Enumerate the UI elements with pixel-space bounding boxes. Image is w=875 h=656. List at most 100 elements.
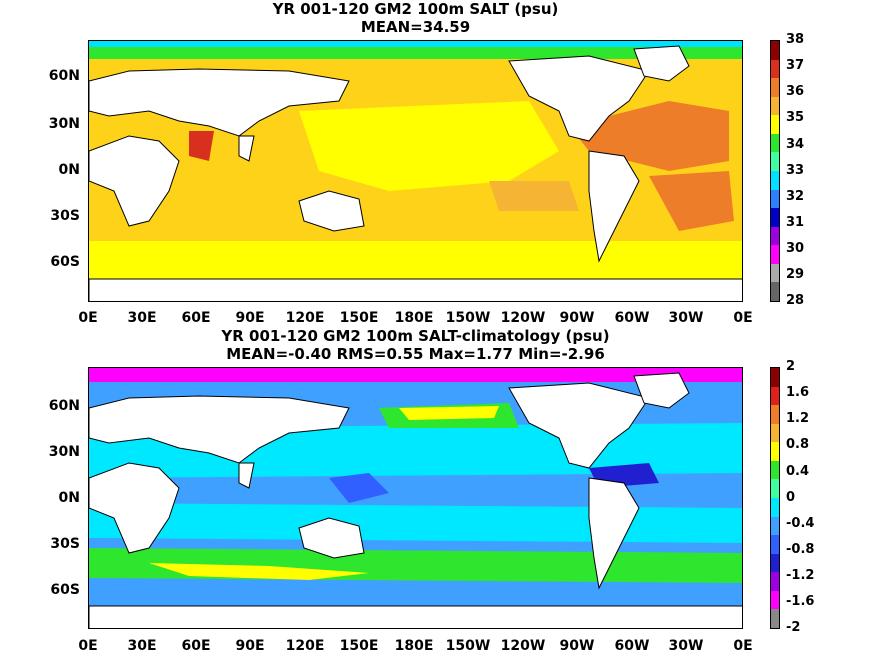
- panel1-colorbar-tick: 30: [786, 241, 805, 256]
- greenland: [633, 45, 690, 82]
- panel1-lat-label: 30S: [50, 208, 80, 224]
- colorbar-segment: [771, 368, 779, 387]
- arctic-band: [89, 368, 742, 382]
- panel2-colorbar-tick: 0: [786, 490, 796, 505]
- colorbar-segment: [771, 423, 779, 443]
- panel1-map: [88, 40, 743, 302]
- africa: [89, 135, 180, 227]
- colorbar-segment: [771, 590, 779, 610]
- panel1-lat-label: 60S: [50, 254, 80, 270]
- colorbar-segment: [771, 115, 779, 134]
- pacific-fresh: [299, 101, 559, 191]
- panel1-lon-label: 60W: [614, 310, 650, 326]
- panel1-colorbar-tick: 38: [786, 32, 805, 47]
- panel2-colorbar-tick: 0.8: [786, 437, 810, 452]
- colorbar-segment: [771, 245, 779, 264]
- panel1-lon-label: 90E: [235, 310, 265, 326]
- panel2-colorbar-tick: 1.6: [786, 385, 810, 400]
- panel2-lon-label: 0E: [78, 638, 98, 654]
- colorbar-segment: [771, 226, 779, 246]
- australia: [298, 517, 365, 559]
- panel1-lat-label: 30N: [48, 116, 80, 132]
- panel2-colorbar-tick: -0.8: [786, 542, 815, 557]
- southern-ocean-band: [89, 241, 742, 279]
- colorbar-segment: [771, 386, 779, 406]
- colorbar-segment: [771, 41, 779, 60]
- north-america: [508, 55, 650, 142]
- colorbar-segment: [771, 609, 779, 628]
- panel2-colorbar: [770, 367, 780, 629]
- colorbar-segment: [771, 442, 779, 461]
- panel1-colorbar-tick: 31: [786, 215, 805, 230]
- colorbar-segment: [771, 96, 779, 116]
- panel2-colorbar-tick: 1.2: [786, 411, 810, 426]
- panel1-lon-label: 60E: [181, 310, 211, 326]
- colorbar-segment: [771, 282, 779, 301]
- panel2-lat-label: 60S: [50, 582, 80, 598]
- north-america: [508, 382, 650, 469]
- north-pacific-peak: [399, 406, 499, 420]
- panel2-title-line2: MEAN=-0.40 RMS=0.55 Max=1.77 Min=-2.96: [226, 345, 605, 363]
- eurasia: [89, 68, 350, 137]
- panel1-lon-label: 180E: [394, 310, 434, 326]
- colorbar-segment: [771, 152, 779, 171]
- panel1-map-svg: [89, 41, 742, 301]
- panel2-lon-label: 120E: [285, 638, 325, 654]
- panel2-lon-label: 60W: [614, 638, 650, 654]
- panel2-colorbar-tick: -1.6: [786, 594, 815, 609]
- panel1-colorbar-tick: 34: [786, 137, 805, 152]
- panel2-lat-label: 0N: [58, 490, 80, 506]
- panel2-colorbar-tick: -1.2: [786, 568, 815, 583]
- colorbar-segment: [771, 405, 779, 424]
- south-america: [588, 477, 640, 590]
- south-pacific-salty: [489, 181, 579, 211]
- colorbar-segment: [771, 535, 779, 554]
- panel1-lat-label: 0N: [58, 162, 80, 178]
- panel2-lon-label: 30W: [668, 638, 704, 654]
- red-sea-salty: [189, 131, 214, 161]
- africa: [89, 462, 180, 554]
- panel1-colorbar-tick: 28: [786, 293, 805, 308]
- india: [238, 135, 255, 162]
- continents: [89, 372, 742, 628]
- panel2-lon-label: 180E: [394, 638, 434, 654]
- panel2-lat-label: 30N: [48, 444, 80, 460]
- panel2-colorbar-tick: 0.4: [786, 464, 810, 479]
- panel2-lon-label: 150E: [339, 638, 379, 654]
- panel2-colorbar-tick: -2: [786, 620, 801, 635]
- panel2-title-line1: YR 001-120 GM2 100m SALT-climatology (ps…: [221, 327, 610, 345]
- greenland: [633, 372, 690, 409]
- south-america: [588, 150, 640, 263]
- colorbar-segment: [771, 59, 779, 79]
- colorbar-segment: [771, 460, 779, 480]
- colorbar-segment: [771, 553, 779, 573]
- panel1-lon-label: 150E: [339, 310, 379, 326]
- panel2-lon-label: 0E: [733, 638, 753, 654]
- panel2-lon-label: 90W: [559, 638, 595, 654]
- panel2-map: [88, 367, 743, 629]
- arctic-fresh: [89, 41, 742, 47]
- antarctica: [89, 605, 742, 628]
- panel1-lon-label: 90W: [559, 310, 595, 326]
- south-atlantic-salty: [649, 171, 734, 231]
- panel2-colorbar-tick: -0.4: [786, 516, 815, 531]
- panel1-colorbar-tick: 32: [786, 189, 805, 204]
- colorbar-segment: [771, 133, 779, 153]
- panel1-colorbar-tick: 33: [786, 163, 805, 178]
- colorbar-segment: [771, 497, 779, 517]
- australia: [298, 190, 365, 232]
- panel1-colorbar-tick: 37: [786, 58, 805, 73]
- panel1-lon-label: 120W: [500, 310, 546, 326]
- colorbar-segment: [771, 516, 779, 536]
- panel1-lon-label: 0E: [78, 310, 98, 326]
- panel2-lon-label: 30E: [127, 638, 157, 654]
- panel1-title-line1: YR 001-120 GM2 100m SALT (psu): [272, 0, 559, 18]
- panel2-lat-label: 60N: [48, 398, 80, 414]
- colorbar-segment: [771, 189, 779, 209]
- panel1-colorbar: [770, 40, 780, 302]
- panel2-lon-label: 120W: [500, 638, 546, 654]
- panel1-colorbar-tick: 36: [786, 84, 805, 99]
- panel1-title-line2: MEAN=34.59: [360, 18, 471, 36]
- panel1-lon-label: 30W: [668, 310, 704, 326]
- panel2-map-svg: [89, 368, 742, 628]
